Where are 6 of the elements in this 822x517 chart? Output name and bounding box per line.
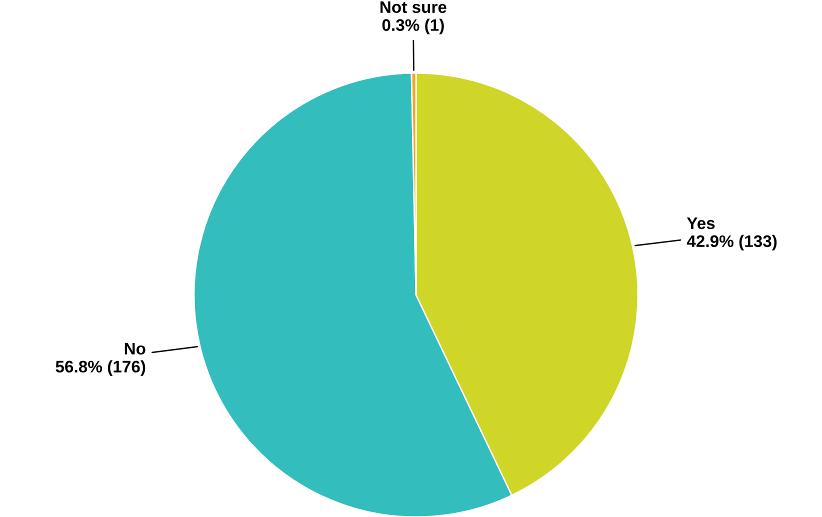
- slice-label: Yes: [686, 218, 715, 230]
- slice-label: Not sure: [380, 1, 446, 14]
- slice-label: No: [124, 342, 146, 355]
- data-label: 0.3% (1): [382, 18, 444, 34]
- data-label: 56.8% (176): [56, 360, 146, 376]
- data-label: 42.9% (133): [686, 234, 777, 250]
